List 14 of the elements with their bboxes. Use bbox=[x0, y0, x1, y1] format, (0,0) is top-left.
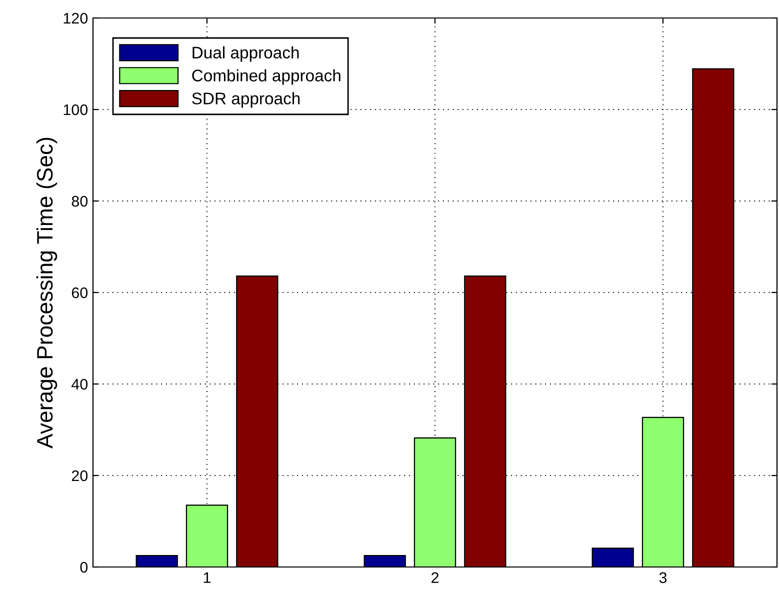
y-tick-label: 20 bbox=[72, 470, 88, 482]
y-tick-label: 0 bbox=[80, 562, 88, 573]
x-tick-label: 1 bbox=[204, 572, 211, 583]
y-tick-label: 60 bbox=[72, 287, 88, 298]
y-tick-label: 100 bbox=[64, 104, 88, 116]
y-tick-label: 80 bbox=[72, 196, 88, 207]
legend-label: SDR approach bbox=[192, 92, 300, 108]
y-axis-title: Average Processing Time (Sec) bbox=[36, 138, 58, 448]
legend-label: Combined approach bbox=[192, 69, 340, 85]
legend-label: Dual approach bbox=[192, 46, 299, 62]
y-tick-label: 120 bbox=[64, 12, 88, 24]
x-tick-label: 3 bbox=[659, 572, 667, 584]
x-tick-label: 2 bbox=[432, 572, 438, 583]
y-tick-label: 40 bbox=[72, 378, 88, 390]
